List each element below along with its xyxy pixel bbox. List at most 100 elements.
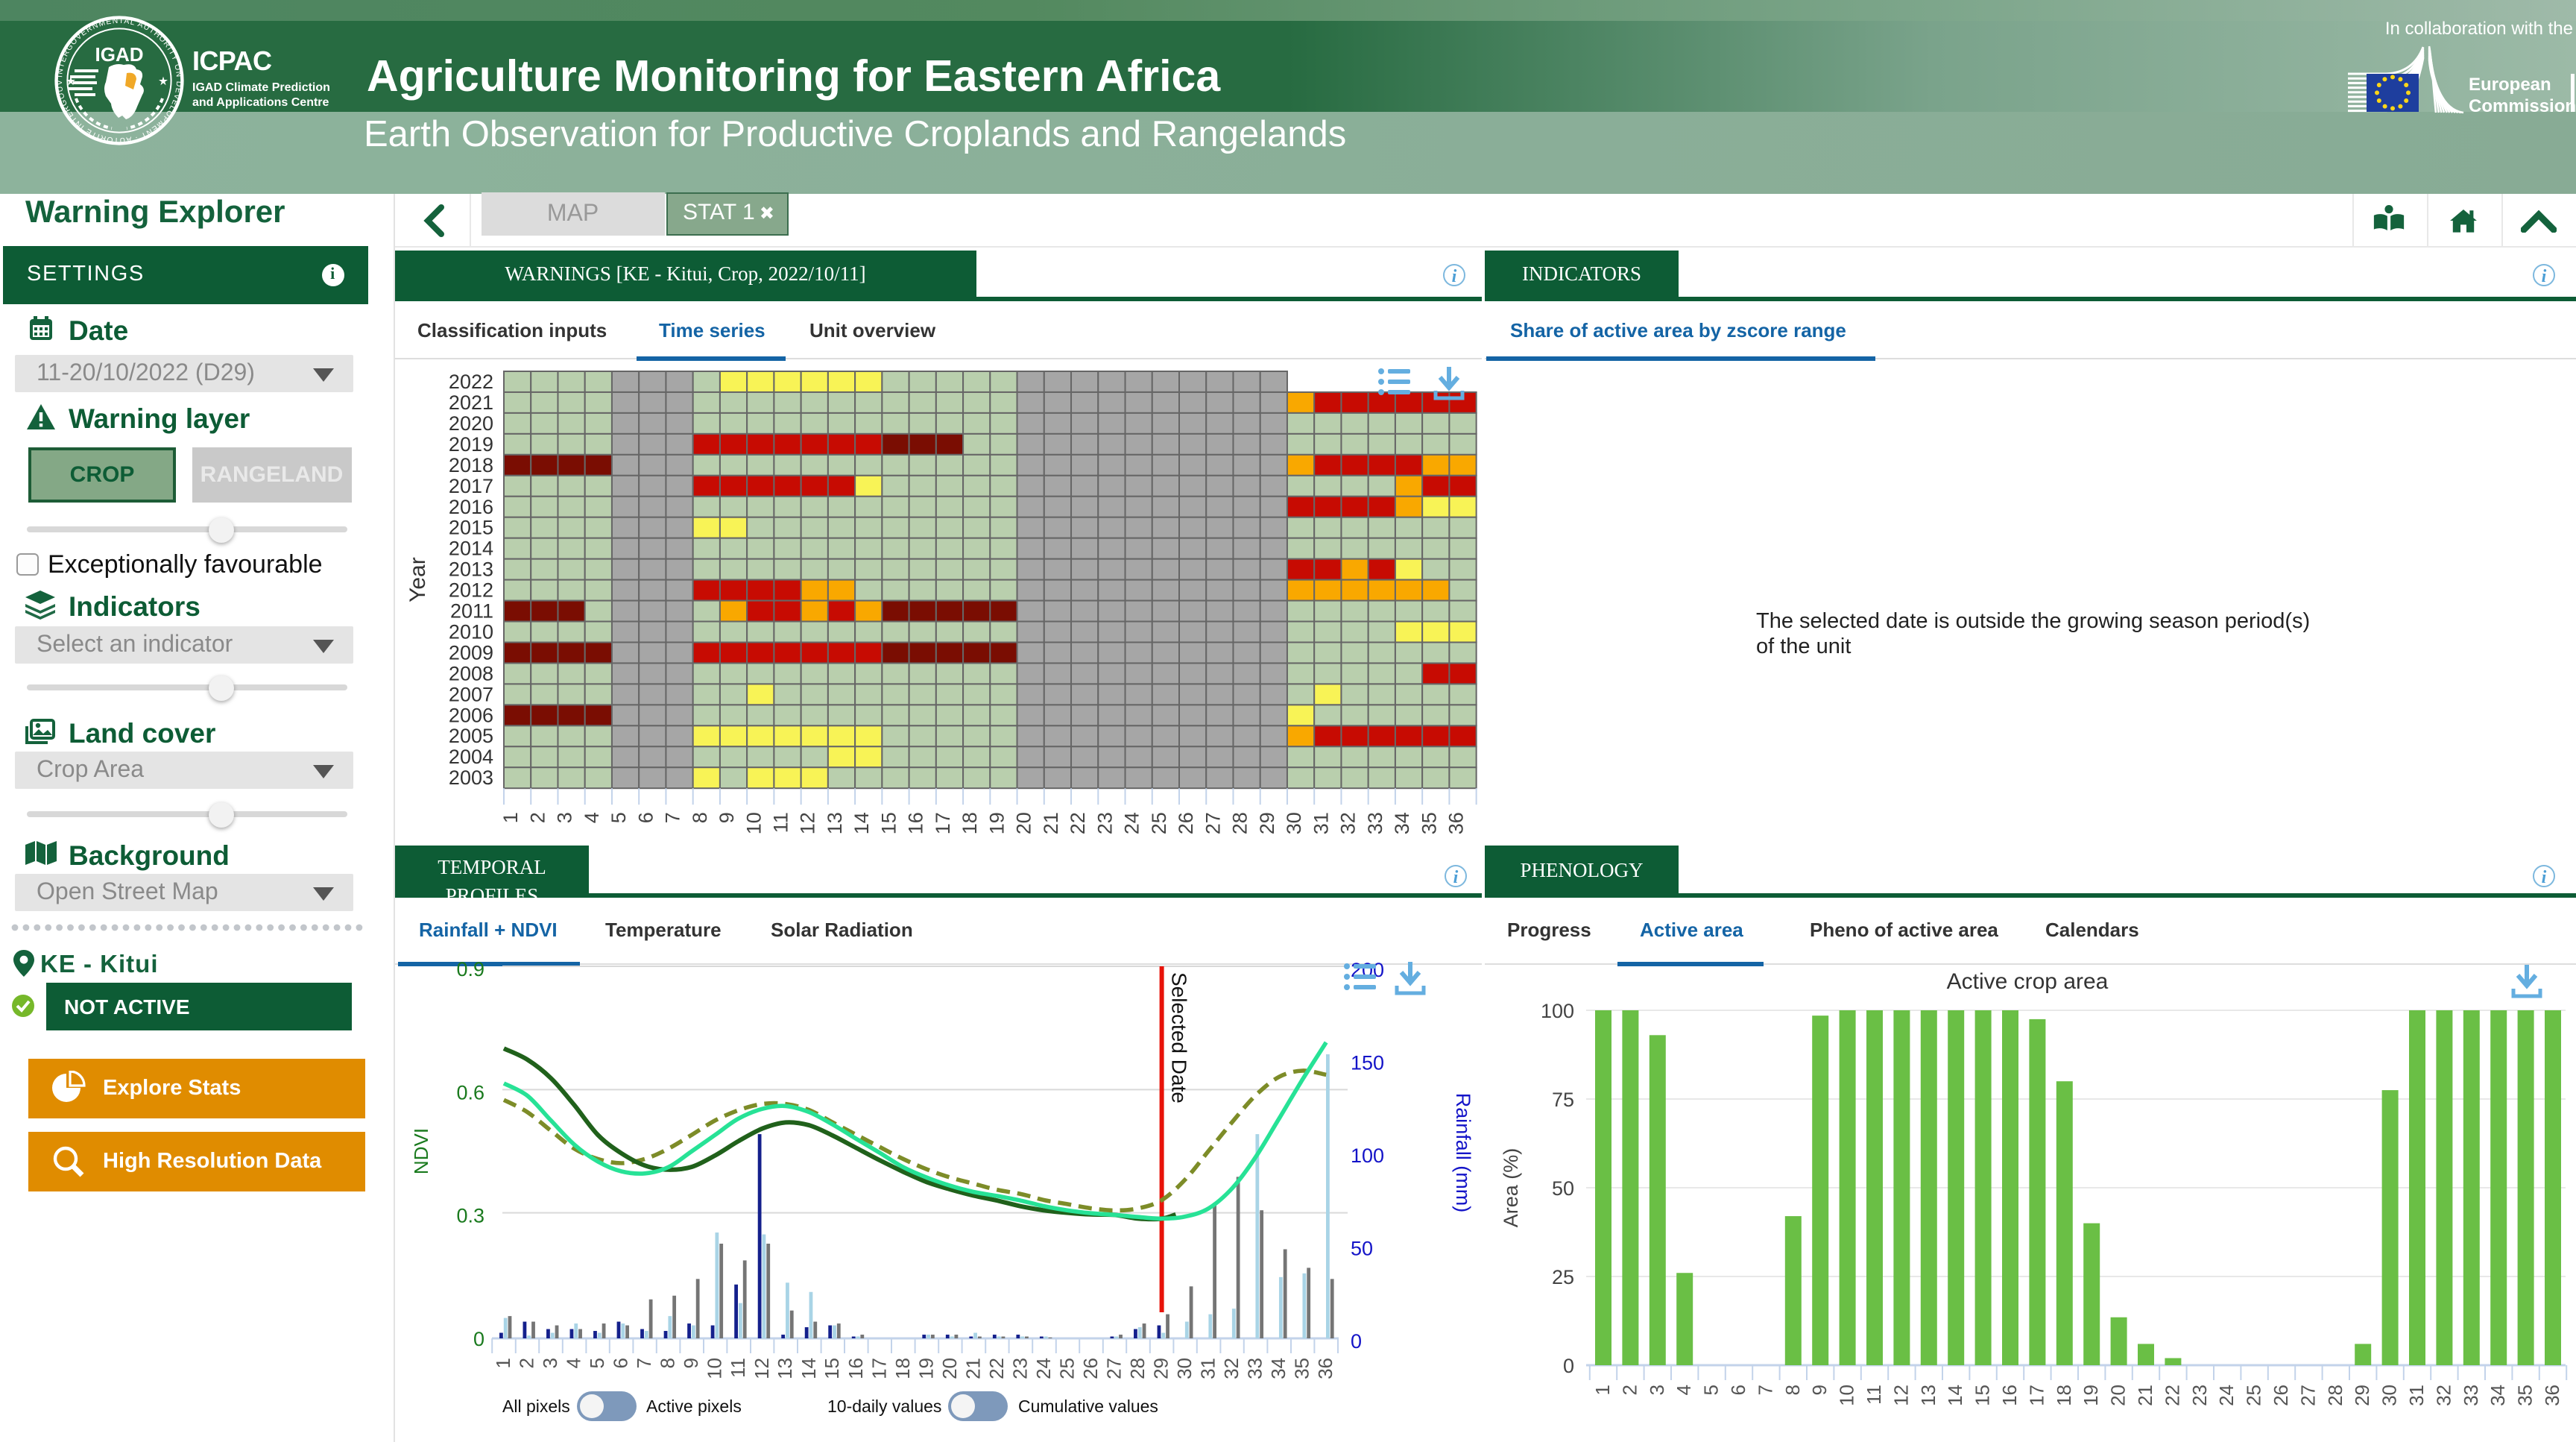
svg-text:2: 2 — [516, 1358, 538, 1368]
svg-text:15: 15 — [877, 811, 900, 834]
svg-text:2009: 2009 — [449, 640, 493, 663]
svg-text:10: 10 — [1836, 1385, 1858, 1406]
svg-text:28: 28 — [2324, 1385, 2346, 1406]
svg-text:1: 1 — [499, 811, 522, 822]
svg-text:9: 9 — [716, 811, 738, 822]
svg-text:9: 9 — [680, 1358, 702, 1368]
svg-text:17: 17 — [2025, 1385, 2048, 1406]
svg-text:6: 6 — [610, 1358, 632, 1368]
svg-text:8: 8 — [657, 1358, 679, 1368]
svg-text:25: 25 — [1055, 1358, 1078, 1379]
svg-text:2: 2 — [1618, 1385, 1641, 1395]
svg-text:26: 26 — [2270, 1385, 2292, 1406]
svg-text:16: 16 — [1998, 1385, 2021, 1406]
svg-text:0.9: 0.9 — [456, 958, 484, 980]
svg-text:9: 9 — [1808, 1385, 1831, 1395]
svg-text:Year: Year — [405, 556, 430, 602]
svg-text:19: 19 — [2080, 1385, 2102, 1406]
svg-text:33: 33 — [2460, 1385, 2482, 1406]
svg-text:5: 5 — [1700, 1385, 1723, 1395]
svg-text:0.3: 0.3 — [456, 1205, 484, 1227]
svg-text:31: 31 — [1310, 811, 1332, 834]
svg-text:35: 35 — [1418, 811, 1440, 834]
svg-text:100: 100 — [1351, 1145, 1384, 1167]
svg-text:25: 25 — [1552, 1266, 1574, 1288]
svg-text:4: 4 — [1673, 1385, 1695, 1395]
svg-text:2010: 2010 — [449, 620, 493, 642]
svg-text:22: 22 — [985, 1358, 1008, 1379]
svg-text:Commission: Commission — [2469, 96, 2576, 115]
svg-text:31: 31 — [2405, 1385, 2428, 1406]
svg-text:2019: 2019 — [449, 432, 493, 455]
svg-text:26: 26 — [1175, 811, 1197, 834]
svg-text:5: 5 — [586, 1358, 608, 1368]
svg-text:36: 36 — [2541, 1385, 2563, 1406]
svg-text:3: 3 — [539, 1358, 561, 1368]
svg-text:NDVI: NDVI — [410, 1128, 432, 1174]
svg-text:2006: 2006 — [449, 703, 493, 725]
svg-text:13: 13 — [824, 811, 846, 834]
svg-text:27: 27 — [2296, 1385, 2319, 1406]
svg-text:2007: 2007 — [449, 682, 493, 705]
svg-text:25: 25 — [1148, 811, 1170, 834]
svg-text:32: 32 — [2432, 1385, 2455, 1406]
svg-text:25: 25 — [2243, 1385, 2265, 1406]
svg-text:21: 21 — [962, 1358, 984, 1379]
svg-text:21: 21 — [2134, 1385, 2156, 1406]
svg-text:2021: 2021 — [449, 391, 493, 413]
svg-text:18: 18 — [2053, 1385, 2075, 1406]
svg-text:29: 29 — [1256, 811, 1278, 834]
svg-text:2020: 2020 — [449, 412, 493, 434]
svg-text:2016: 2016 — [449, 495, 493, 517]
svg-text:31: 31 — [1197, 1358, 1219, 1379]
svg-text:Area (%): Area (%) — [1500, 1148, 1522, 1228]
svg-text:75: 75 — [1552, 1089, 1574, 1111]
svg-text:11: 11 — [727, 1358, 749, 1378]
svg-text:36: 36 — [1445, 811, 1468, 834]
svg-text:27: 27 — [1202, 811, 1224, 834]
svg-text:Selected Date: Selected Date — [1168, 972, 1191, 1103]
svg-text:27: 27 — [1103, 1358, 1126, 1379]
svg-text:20: 20 — [2107, 1385, 2130, 1406]
svg-text:22: 22 — [1067, 811, 1089, 834]
svg-text:33: 33 — [1244, 1358, 1266, 1379]
svg-text:2012: 2012 — [449, 579, 493, 601]
svg-text:35: 35 — [1291, 1358, 1313, 1379]
svg-text:10: 10 — [704, 1358, 726, 1379]
svg-text:100: 100 — [1541, 1000, 1574, 1022]
svg-text:23: 23 — [2188, 1385, 2211, 1406]
svg-text:14: 14 — [1944, 1385, 1966, 1406]
svg-text:22: 22 — [2161, 1385, 2183, 1406]
svg-text:30: 30 — [1283, 811, 1305, 834]
svg-text:32: 32 — [1220, 1358, 1243, 1379]
svg-text:34: 34 — [2487, 1385, 2509, 1406]
svg-text:24: 24 — [1032, 1358, 1055, 1379]
svg-text:28: 28 — [1229, 811, 1251, 834]
svg-text:34: 34 — [1267, 1358, 1289, 1379]
svg-text:150: 150 — [1351, 1051, 1384, 1074]
svg-text:24: 24 — [2215, 1385, 2238, 1406]
svg-text:16: 16 — [905, 811, 927, 834]
svg-text:21: 21 — [1040, 811, 1062, 834]
svg-text:19: 19 — [985, 811, 1008, 834]
svg-text:35: 35 — [2514, 1385, 2536, 1406]
svg-text:14: 14 — [850, 811, 873, 834]
svg-text:11: 11 — [770, 811, 792, 832]
svg-text:2: 2 — [526, 811, 549, 822]
svg-text:2005: 2005 — [449, 724, 493, 746]
svg-text:23: 23 — [1093, 811, 1116, 834]
svg-text:29: 29 — [2351, 1385, 2373, 1406]
svg-text:0: 0 — [1563, 1355, 1574, 1377]
svg-text:18: 18 — [891, 1358, 914, 1379]
svg-text:0.6: 0.6 — [456, 1081, 484, 1103]
svg-text:15: 15 — [821, 1358, 843, 1379]
svg-text:23: 23 — [1008, 1358, 1031, 1379]
svg-text:19: 19 — [915, 1358, 937, 1379]
svg-text:2003: 2003 — [449, 766, 493, 788]
svg-text:2004: 2004 — [449, 745, 493, 767]
svg-text:13: 13 — [774, 1358, 796, 1379]
svg-text:17: 17 — [932, 811, 954, 834]
svg-text:2018: 2018 — [449, 453, 493, 476]
svg-text:30: 30 — [2378, 1385, 2401, 1406]
svg-text:5: 5 — [607, 811, 630, 822]
